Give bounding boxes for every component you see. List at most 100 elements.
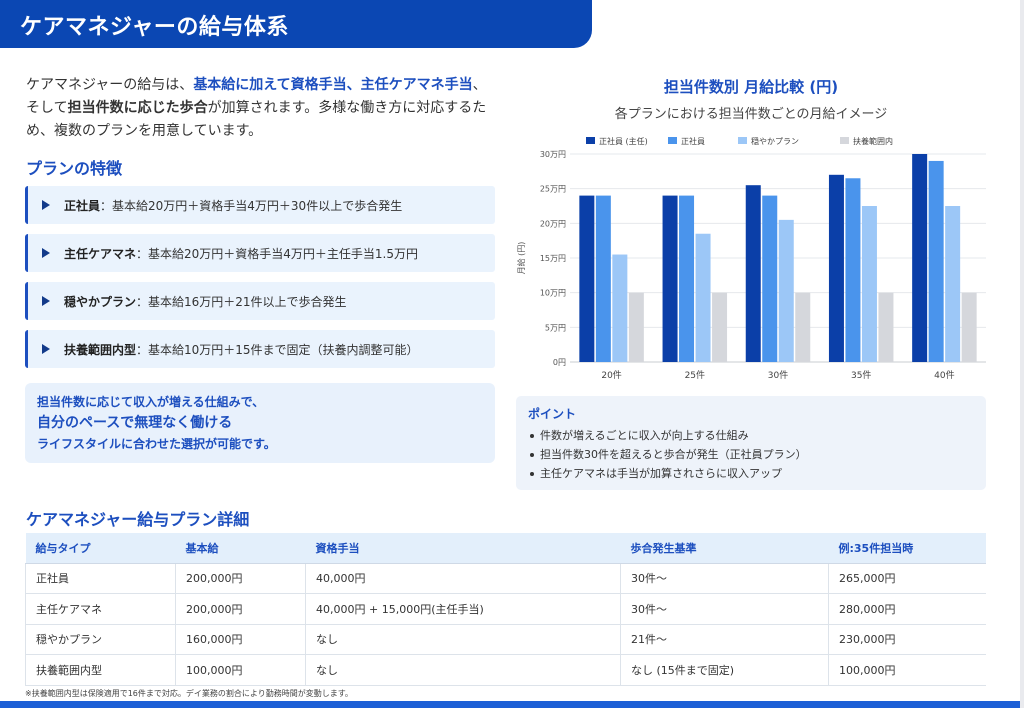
bar [762, 195, 778, 362]
plan-desc: ：基本給20万円＋資格手当4万円＋30件以上で歩合発生 [100, 198, 403, 213]
table-cell: 200,000円 [175, 563, 306, 594]
table-cell: 265,000円 [828, 563, 986, 594]
callout-box: 担当件数に応じて収入が増える仕組みで、 自分のペースで無理なく働ける ライフスタ… [25, 383, 495, 463]
intro-highlight-1: 基本給に加えて資格手当、主任ケアマネ手当 [193, 77, 473, 93]
plan-item-calm: 穏やかプラン ：基本給16万円＋21件以上で歩合発生 [25, 282, 495, 320]
chart-title: 担当件数別 月給比較 (円) [663, 78, 839, 96]
bar [628, 292, 644, 362]
table-cell: 100,000円 [175, 654, 306, 686]
legend-swatch [840, 137, 849, 144]
table-cell: 21件〜 [620, 624, 829, 655]
table-row: 主任ケアマネ 200,000円 40,000円 + 15,000円(主任手当) … [25, 593, 986, 625]
y-tick-label: 30万円 [540, 150, 566, 159]
plan-item-dependent: 扶養範囲内型 ：基本給10万円＋15件まで固定（扶養内調整可能） [25, 330, 495, 368]
plan-item-chief: 主任ケアマネ ：基本給20万円＋資格手当4万円＋主任手当1.5万円 [25, 234, 495, 272]
table-cell: 正社員 [25, 563, 176, 594]
bar [795, 292, 811, 362]
y-axis-label: 月給 (円) [516, 242, 526, 275]
y-tick-label: 20万円 [540, 219, 566, 228]
bar [828, 174, 844, 362]
plan-desc: ：基本給20万円＋資格手当4万円＋主任手当1.5万円 [136, 246, 419, 261]
table-cell: 40,000円 [305, 563, 621, 594]
bar [695, 233, 711, 362]
table-cell: 230,000円 [828, 624, 986, 655]
intro-part-1: ケアマネジャーの給与は、 [26, 77, 194, 93]
legend-label: 正社員 [681, 136, 705, 146]
point-item: 件数が増えるごとに収入が向上する仕組み [528, 426, 974, 445]
column-header: 資格手当 [305, 533, 621, 564]
plan-desc: ：基本給10万円＋15件まで固定（扶養内調整可能） [136, 342, 419, 357]
bar [861, 206, 877, 362]
bar [745, 185, 761, 362]
points-list: 件数が増えるごとに収入が向上する仕組み 担当件数30件を超えると歩合が発生（正社… [528, 426, 974, 483]
table-cell: 200,000円 [175, 593, 306, 625]
salary-plan-table: 給与タイプ 基本給 資格手当 歩合発生基準 例:35件担当時 正社員 200,0… [25, 533, 986, 686]
table-cell: 主任ケアマネ [25, 593, 176, 625]
bar [579, 195, 595, 362]
bar [612, 254, 628, 362]
table-cell: 100,000円 [828, 654, 986, 686]
table-cell: なし (15件まで固定) [620, 654, 829, 686]
callout-line-2: 自分のペースで無理なく働ける [37, 415, 233, 431]
bar [878, 292, 894, 362]
column-header: 基本給 [175, 533, 306, 564]
table-cell: 40,000円 + 15,000円(主任手当) [305, 593, 621, 625]
scrollbar-track[interactable] [1020, 0, 1024, 708]
salary-bar-chart: 正社員 (主任) 正社員 穏やかプラン 扶養範囲内 0円 5万円 10万円 15万円 20万円 2… [516, 136, 986, 381]
table-row: 正社員 200,000円 40,000円 30件〜 265,000円 [25, 563, 986, 594]
callout-line-3: ライフスタイルに合わせた選択が可能です。 [37, 437, 276, 451]
points-box: ポイント 件数が増えるごとに収入が向上する仕組み 担当件数30件を超えると歩合が… [516, 396, 986, 490]
table-cell: なし [305, 624, 621, 655]
table-cell: 280,000円 [828, 593, 986, 625]
bar [662, 195, 678, 362]
column-header: 歩合発生基準 [620, 533, 829, 564]
column-header: 給与タイプ [25, 533, 176, 564]
page-title: ケアマネジャーの給与体系 [20, 15, 289, 40]
intro-text: ケアマネジャーの給与は、基本給に加えて資格手当、主任ケアマネ手当、そして担当件数… [26, 74, 496, 143]
y-tick-label: 0円 [553, 358, 566, 367]
triangle-bullet-icon [42, 344, 50, 354]
bar [845, 178, 861, 362]
y-tick-label: 10万円 [540, 289, 566, 298]
legend-swatch [586, 137, 595, 144]
points-title: ポイント [528, 407, 577, 421]
table-cell: 160,000円 [175, 624, 306, 655]
legend-label: 扶養範囲内 [853, 136, 893, 146]
legend-swatch [738, 137, 747, 144]
intro-highlight-2: 担当件数に応じた歩合 [67, 100, 208, 116]
chart-subtitle: 各プランにおける担当件数ごとの月給イメージ [614, 107, 888, 122]
bar [928, 160, 944, 362]
triangle-bullet-icon [42, 200, 50, 210]
intro-part-3: が加算されます。多様な働き方に対応するため、複数のプランを用意しています。 [26, 100, 487, 139]
footnote: ※扶養範囲内型は保険適用で16件まで対応。デイ業務の割合により勤務時間が変動しま… [25, 689, 353, 698]
legend-label: 穏やかプラン [751, 136, 799, 146]
plan-desc: ：基本給16万円＋21件以上で歩合発生 [136, 294, 347, 309]
table-header-row: 給与タイプ 基本給 資格手当 歩合発生基準 例:35件担当時 [25, 533, 986, 564]
y-tick-label: 15万円 [540, 254, 566, 263]
legend-label: 正社員 (主任) [599, 136, 648, 146]
bar [945, 206, 961, 362]
point-item: 主任ケアマネは手当が加算されさらに収入アップ [528, 464, 974, 483]
x-tick-label: 20件 [601, 369, 621, 381]
intro-part-2: 、そして [26, 77, 487, 116]
table-row: 扶養範囲内型 100,000円 なし なし (15件まで固定) 100,000円 [25, 654, 986, 686]
plan-name: 扶養範囲内型 [64, 342, 137, 357]
x-tick-label: 40件 [934, 369, 954, 381]
y-tick-label: 25万円 [540, 185, 566, 194]
bar [778, 219, 794, 362]
x-tick-label: 35件 [851, 369, 871, 381]
x-tick-label: 30件 [768, 369, 788, 381]
plans-section-title: プランの特徴 [26, 159, 123, 178]
triangle-bullet-icon [42, 296, 50, 306]
bar [912, 154, 928, 362]
table-cell: 扶養範囲内型 [25, 654, 176, 686]
triangle-bullet-icon [42, 248, 50, 258]
bar [595, 195, 611, 362]
table-cell: なし [305, 654, 621, 686]
table-cell: 30件〜 [620, 593, 829, 625]
bar [712, 292, 728, 362]
y-tick-label: 5万円 [545, 323, 566, 332]
table-row: 穏やかプラン 160,000円 なし 21件〜 230,000円 [25, 624, 986, 655]
callout-line-1: 担当件数に応じて収入が増える仕組みで、 [37, 395, 265, 409]
plan-name: 正社員 [64, 198, 101, 213]
